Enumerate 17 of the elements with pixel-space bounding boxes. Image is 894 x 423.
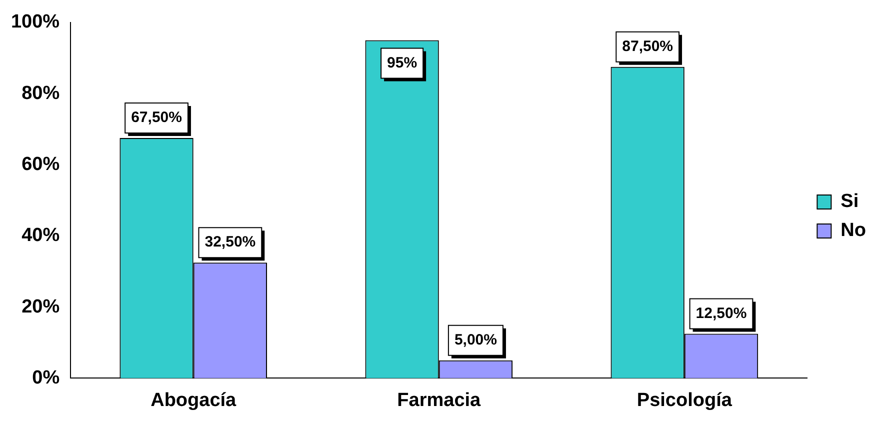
data-label: 12,50%: [696, 304, 747, 322]
data-label: 32,50%: [204, 234, 256, 251]
y-tick-label: 0%: [32, 367, 60, 388]
data-label: 95%: [387, 54, 418, 72]
y-tick-label: 80%: [22, 82, 60, 104]
legend-label: Si: [840, 191, 859, 212]
data-label: 67,50%: [131, 109, 182, 126]
y-tick-label: 60%: [22, 154, 60, 175]
y-tick-label: 100%: [10, 12, 60, 33]
y-tick-label: 40%: [22, 225, 60, 246]
legend-label: No: [840, 220, 866, 242]
x-tick-label: Psicología: [636, 390, 732, 411]
x-tick-label: Abogacía: [150, 390, 237, 411]
data-label: 87,50%: [622, 38, 674, 56]
data-label: 5,00%: [454, 332, 497, 349]
x-tick-label: Farmacia: [397, 390, 482, 411]
y-tick-label: 20%: [22, 296, 60, 318]
